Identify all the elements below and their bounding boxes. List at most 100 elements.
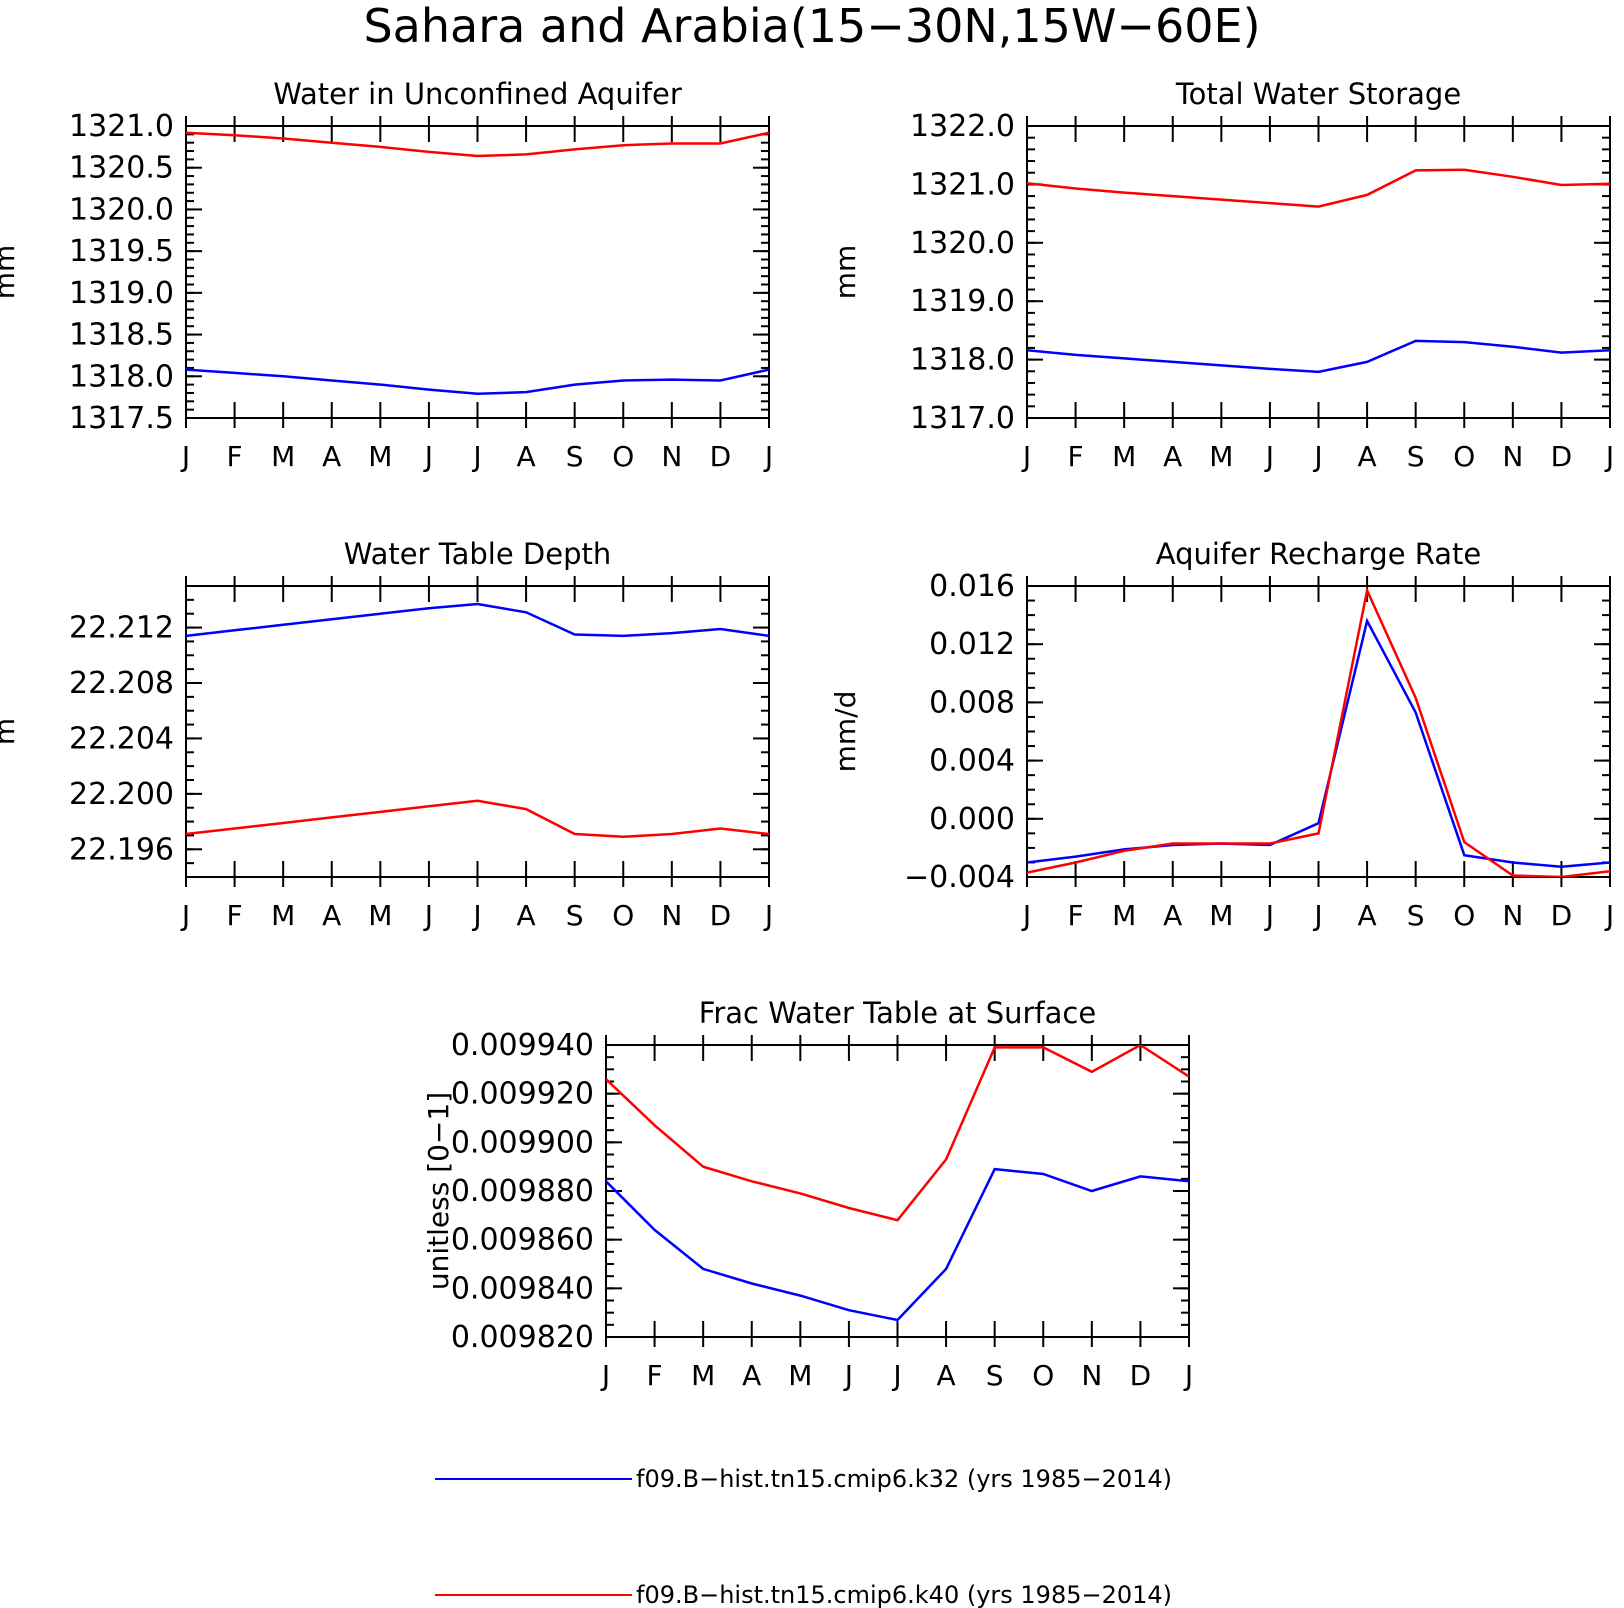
x-tick-label: J xyxy=(600,1359,610,1392)
x-tick-label: O xyxy=(1453,440,1475,473)
y-tick-label: 0.008 xyxy=(929,685,1015,720)
series-line-k40 xyxy=(1027,168,1610,208)
y-tick-label: 0.009940 xyxy=(451,1028,594,1063)
y-tick-label: 1318.0 xyxy=(910,343,1015,378)
x-tick-label: J xyxy=(1264,440,1274,473)
page-title: Sahara and Arabia(15−30N,15W−60E) xyxy=(363,0,1260,53)
series-line-k32 xyxy=(606,1167,1189,1322)
plot-frame xyxy=(605,1044,1190,1338)
chart-title: Water in Unconfined Aquifer xyxy=(273,77,682,111)
y-tick-label: 1321.0 xyxy=(910,167,1015,202)
x-tick-label: N xyxy=(661,899,682,932)
y-tick-label: 22.208 xyxy=(69,666,174,701)
y-tick-label: 22.212 xyxy=(69,611,174,646)
y-axis-label: mm xyxy=(829,245,862,300)
y-tick-label: 1318.0 xyxy=(69,359,174,394)
y-tick-label: 0.009840 xyxy=(451,1271,594,1306)
chart-panel-3: Water Table Depth m 22.212 22.208 22.204 22.2… xyxy=(0,537,773,932)
x-tick-label: S xyxy=(986,1359,1004,1392)
x-tick-label: A xyxy=(1358,899,1377,932)
legend-entry-k40: f09.B−hist.tn15.cmip6.k40 (yrs 1985−2014… xyxy=(435,1581,1172,1608)
series-line-k32 xyxy=(1027,339,1610,374)
y-tick-label: 1322.0 xyxy=(910,109,1015,144)
x-tick-label: J xyxy=(1183,1359,1193,1392)
x-tick-label: M xyxy=(1112,899,1136,932)
x-tick-label: S xyxy=(566,899,584,932)
y-tick-label: 0.000 xyxy=(929,802,1015,837)
y-tick-label: 1321.0 xyxy=(69,109,174,144)
x-tick-label: O xyxy=(612,440,634,473)
x-tick-label: M xyxy=(1209,440,1233,473)
x-tick-label: M xyxy=(271,899,295,932)
x-tick-label: N xyxy=(1502,899,1523,932)
x-tick-label: N xyxy=(661,440,682,473)
x-tick-label: J xyxy=(843,1359,853,1392)
x-tick-label: J xyxy=(471,899,481,932)
legend-entry-k32: f09.B−hist.tn15.cmip6.k32 (yrs 1985−2014… xyxy=(435,1465,1172,1493)
chart-title: Frac Water Table at Surface xyxy=(699,996,1096,1030)
chart-panel-4: Aquifer Recharge Rate mm/d 0.016 0.012 0.008… xyxy=(829,537,1614,932)
x-tick-label: A xyxy=(937,1359,956,1392)
y-axis-label: m xyxy=(0,718,21,745)
chart-panel-5: Frac Water Table at Surface unitless [0−1… xyxy=(422,996,1193,1392)
x-tick-label: S xyxy=(566,440,584,473)
x-tick-label: D xyxy=(1551,899,1573,932)
x-tick-label: D xyxy=(710,899,732,932)
y-tick-label: 1318.5 xyxy=(69,318,174,353)
y-axis-label: mm xyxy=(0,245,21,300)
x-tick-label: D xyxy=(1551,440,1573,473)
x-tick-label: A xyxy=(1163,899,1182,932)
legend-label-k32: f09.B−hist.tn15.cmip6.k32 (yrs 1985−2014… xyxy=(636,1465,1172,1493)
x-tick-label: S xyxy=(1407,899,1425,932)
series-line-k40 xyxy=(186,799,769,839)
x-tick-label: M xyxy=(1209,899,1233,932)
y-tick-label: 0.009860 xyxy=(451,1223,594,1258)
y-tick-label: 22.204 xyxy=(69,721,174,756)
y-tick-label: 22.196 xyxy=(69,832,174,867)
x-tick-label: M xyxy=(368,440,392,473)
x-tick-label: J xyxy=(891,1359,901,1392)
chart-title: Total Water Storage xyxy=(1175,77,1461,111)
x-tick-label: J xyxy=(1021,440,1031,473)
x-tick-label: A xyxy=(1163,440,1182,473)
x-tick-label: F xyxy=(227,899,243,932)
x-tick-label: D xyxy=(710,440,732,473)
x-tick-label: J xyxy=(1312,899,1322,932)
series-line-k32 xyxy=(1027,617,1610,869)
y-tick-label: 0.009920 xyxy=(451,1077,594,1112)
x-tick-label: F xyxy=(1068,899,1084,932)
series-line-k32 xyxy=(186,368,769,396)
chart-panel-1: Water in Unconfined Aquifer mm 1321.0 1320.… xyxy=(0,77,773,473)
y-tick-label: 1319.5 xyxy=(69,234,174,269)
x-tick-label: J xyxy=(423,440,433,473)
y-tick-label: 1319.0 xyxy=(69,276,174,311)
x-tick-label: J xyxy=(1021,899,1031,932)
y-tick-label: 0.012 xyxy=(929,627,1015,662)
y-tick-label: 22.200 xyxy=(69,777,174,812)
chart-panel-2: Total Water Storage mm 1322.0 1321.0 1320.0 1… xyxy=(829,77,1614,473)
x-tick-label: J xyxy=(1604,899,1614,932)
x-tick-label: A xyxy=(517,440,536,473)
plot-frame xyxy=(1026,125,1611,419)
y-axis-label: unitless [0−1] xyxy=(422,1092,455,1290)
y-tick-label: 0.009880 xyxy=(451,1174,594,1209)
series-line-k40 xyxy=(186,131,769,158)
x-tick-label: J xyxy=(763,899,773,932)
x-tick-label: A xyxy=(322,440,341,473)
series-line-k32 xyxy=(186,602,769,638)
x-tick-label: M xyxy=(271,440,295,473)
x-tick-label: J xyxy=(471,440,481,473)
x-tick-label: O xyxy=(612,899,634,932)
x-tick-label: F xyxy=(227,440,243,473)
y-tick-label: −0.004 xyxy=(904,860,1015,895)
x-tick-label: F xyxy=(647,1359,663,1392)
x-tick-label: O xyxy=(1453,899,1475,932)
x-tick-label: A xyxy=(517,899,536,932)
x-tick-label: N xyxy=(1081,1359,1102,1392)
y-tick-label: 0.009900 xyxy=(451,1125,594,1160)
plot-frame xyxy=(185,125,770,419)
y-tick-label: 1320.0 xyxy=(69,192,174,227)
x-tick-label: J xyxy=(1604,440,1614,473)
x-tick-label: A xyxy=(322,899,341,932)
